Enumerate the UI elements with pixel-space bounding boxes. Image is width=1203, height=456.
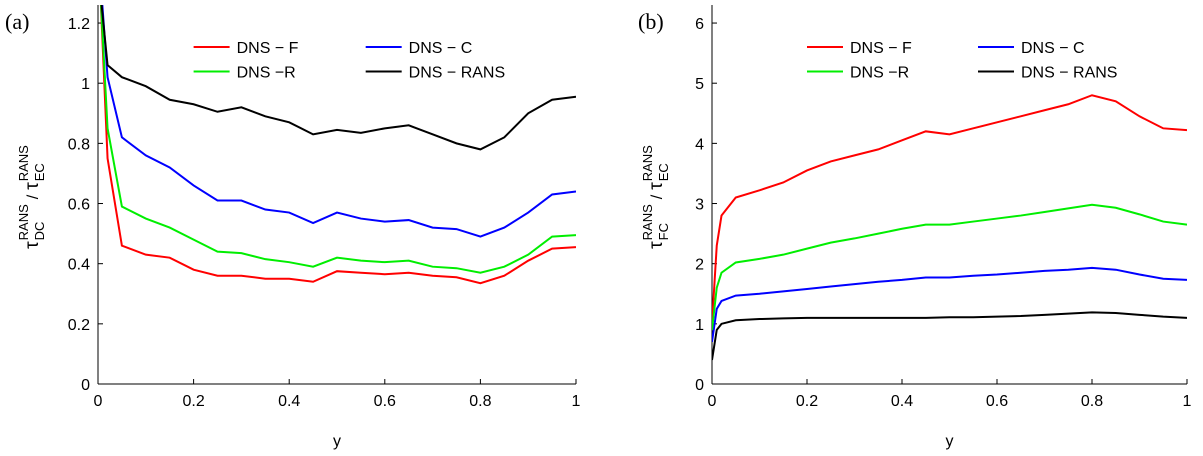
- x-tick-label: 0.4: [278, 393, 300, 410]
- y-tick-label: 1: [81, 76, 90, 93]
- y-label-sub: EC: [32, 163, 47, 181]
- y-label-symbol: τ: [22, 182, 43, 190]
- data-line: [99, 5, 576, 285]
- y-tick-label: 0.4: [68, 257, 90, 274]
- x-tick-label: 0.6: [986, 393, 1008, 410]
- y-tick-label: 0.2: [68, 317, 90, 334]
- data-line: [712, 203, 1187, 330]
- x-axis-label: y: [946, 433, 954, 450]
- legend-label: DNS − RANS: [1021, 65, 1117, 82]
- legend-label: DNS − C: [1021, 40, 1085, 57]
- data-line: [100, 5, 576, 274]
- y-label-symbol: τ: [22, 241, 43, 249]
- data-line: [712, 94, 1187, 324]
- x-tick-label: 0.4: [891, 393, 913, 410]
- legend-label: DNS −R: [850, 65, 909, 82]
- legend-label: DNS − F: [237, 40, 299, 57]
- data-line: [712, 266, 1187, 343]
- x-tick-label: 0.2: [796, 393, 818, 410]
- x-tick-label: 0: [94, 393, 103, 410]
- y-tick-label: 0.6: [68, 197, 90, 214]
- x-tick-label: 0.2: [182, 393, 204, 410]
- y-label-separator: /: [649, 194, 666, 199]
- x-tick-label: 0.8: [469, 393, 491, 410]
- y-tick-label: 4: [695, 136, 704, 153]
- legend-label: DNS −R: [237, 65, 296, 82]
- panel-label: (b): [638, 9, 664, 34]
- y-label-sub: EC: [656, 163, 671, 181]
- y-tick-label: 0: [81, 377, 90, 394]
- x-tick-label: 1: [572, 393, 581, 410]
- y-label-symbol: τ: [646, 241, 667, 249]
- legend-label: DNS − C: [409, 40, 473, 57]
- y-label-sub: DC: [32, 222, 47, 241]
- y-tick-label: 6: [695, 16, 704, 33]
- y-tick-label: 2: [695, 257, 704, 274]
- legend-label: DNS − RANS: [409, 65, 505, 82]
- panel-label: (a): [5, 9, 29, 34]
- data-line: [100, 5, 576, 151]
- x-tick-label: 1: [1183, 393, 1192, 410]
- y-label-sup: RANS: [640, 145, 655, 181]
- x-tick-label: 0.6: [374, 393, 396, 410]
- y-tick-label: 0: [695, 377, 704, 394]
- y-label-sup: RANS: [640, 204, 655, 240]
- y-label-sub: FC: [656, 223, 671, 240]
- x-tick-label: 0: [708, 393, 717, 410]
- y-label-separator: /: [25, 194, 42, 199]
- data-line: [712, 311, 1187, 361]
- y-tick-label: 5: [695, 76, 704, 93]
- y-tick-label: 1: [695, 317, 704, 334]
- legend-label: DNS − F: [850, 40, 912, 57]
- y-label-sup: RANS: [16, 145, 31, 181]
- y-tick-label: 3: [695, 197, 704, 214]
- data-line: [101, 5, 576, 238]
- y-label-sup: RANS: [16, 204, 31, 240]
- y-tick-label: 0.8: [68, 136, 90, 153]
- y-tick-label: 1.2: [68, 16, 90, 33]
- x-tick-label: 0.8: [1081, 393, 1103, 410]
- x-axis-label: y: [333, 433, 341, 450]
- y-label-symbol: τ: [646, 182, 667, 190]
